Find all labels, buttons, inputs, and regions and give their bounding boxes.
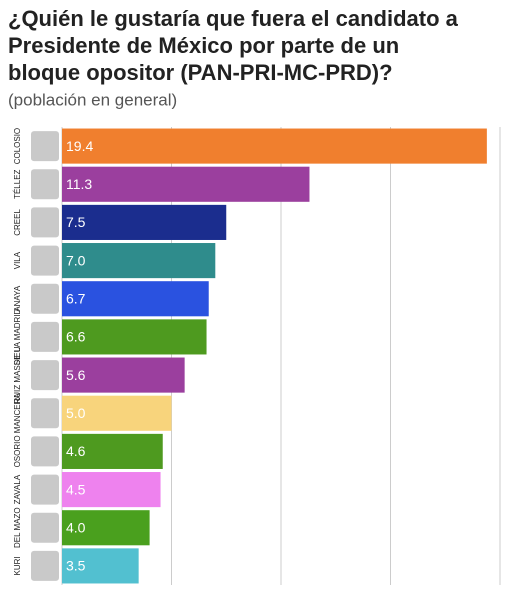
avatar — [31, 550, 59, 581]
bar — [62, 510, 150, 546]
category-label: ANAYA — [13, 285, 22, 312]
value-label: 11.3 — [66, 176, 92, 192]
value-label: 3.5 — [66, 558, 86, 574]
bar — [62, 166, 310, 202]
bar — [62, 281, 209, 317]
category-label: CREEL — [13, 209, 22, 236]
avatar — [31, 207, 59, 238]
bar — [62, 548, 139, 584]
avatar — [31, 360, 59, 391]
bar — [62, 243, 216, 279]
value-label: 4.6 — [66, 443, 86, 459]
category-label: VILA — [13, 251, 22, 269]
value-label: 6.6 — [66, 329, 86, 345]
chart-title: bloque opositor (PAN-PRI-MC-PRD)? — [8, 60, 393, 85]
value-label: 7.0 — [66, 252, 86, 268]
bar — [62, 204, 227, 240]
avatar — [31, 474, 59, 505]
category-label: TÉLLEZ — [13, 169, 22, 198]
avatar — [31, 321, 59, 352]
category-label: KURI — [13, 556, 22, 575]
avatar — [31, 169, 59, 200]
bar — [62, 319, 207, 355]
value-label: 4.5 — [66, 481, 86, 497]
avatar — [31, 436, 59, 467]
value-label: 7.5 — [66, 214, 86, 230]
category-label: MANCERA — [13, 393, 22, 434]
category-label: COLOSIO — [13, 128, 22, 164]
avatar — [31, 398, 59, 429]
avatar — [31, 283, 59, 314]
chart-title: ¿Quién le gustaría que fuera el candidat… — [8, 6, 459, 31]
category-label: ZAVALA — [13, 474, 22, 504]
avatar — [31, 512, 59, 543]
bar — [62, 395, 172, 431]
category-label: DE LA MADRID — [13, 308, 22, 365]
bar — [62, 433, 163, 469]
avatar — [31, 131, 59, 162]
value-label: 5.6 — [66, 367, 86, 383]
category-label: RUIZ MASSIEU — [13, 346, 22, 403]
value-label: 4.0 — [66, 519, 86, 535]
value-label: 5.0 — [66, 405, 86, 421]
avatar — [31, 245, 59, 276]
chart-title: Presidente de México por parte de un — [8, 33, 399, 58]
chart-subtitle: (población en general) — [8, 90, 177, 109]
bar — [62, 357, 185, 393]
category-label: DEL MAZO — [13, 507, 22, 548]
bar — [62, 128, 487, 164]
category-label: OSORIO — [13, 435, 22, 467]
value-label: 6.7 — [66, 290, 86, 306]
value-label: 19.4 — [66, 138, 93, 154]
bar — [62, 472, 161, 508]
